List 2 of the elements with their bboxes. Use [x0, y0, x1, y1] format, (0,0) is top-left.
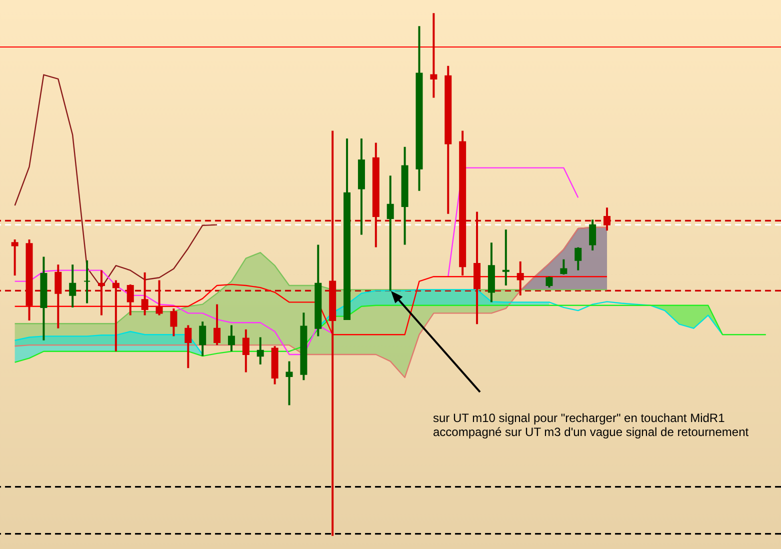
annotation: accompagné sur UT m3 d'un vague signal de retournement — [433, 425, 750, 439]
annotation: sur UT m10 signal pour "recharger" en touchant MidR1 — [433, 411, 726, 425]
